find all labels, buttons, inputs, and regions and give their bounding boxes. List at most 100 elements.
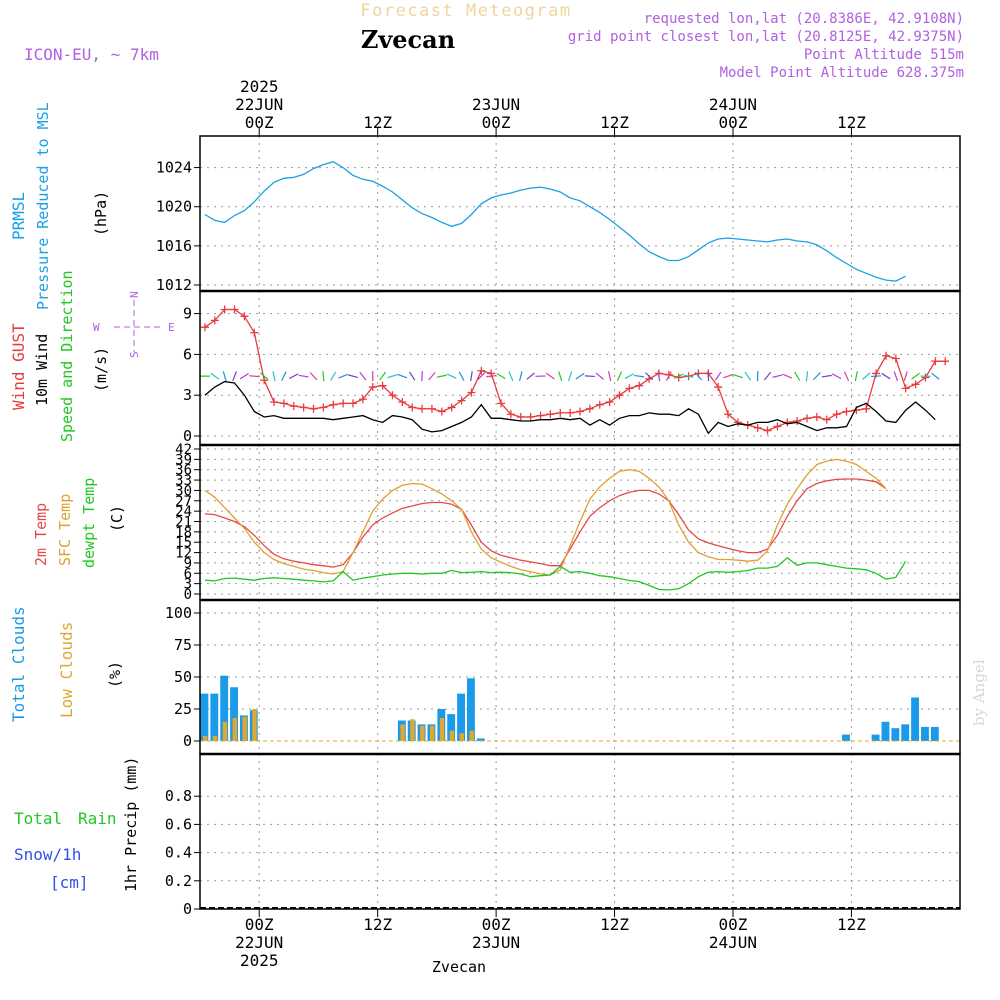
gust-marker (832, 410, 841, 419)
y-tick-label: 0 (183, 900, 192, 918)
gust-marker (250, 328, 259, 337)
wind-direction-arrow (289, 373, 299, 379)
gust-marker (941, 357, 950, 366)
wind-direction-arrow (526, 372, 535, 380)
label-total: Total (14, 809, 62, 828)
wind-direction-arrow (673, 373, 684, 379)
y-tick-label: 27 (175, 494, 192, 510)
wind-direction-arrow (707, 371, 710, 382)
bottom-x-tick-date: 23JUN (472, 933, 520, 952)
gust-marker (546, 410, 555, 419)
label-speed-direction: Speed and Direction (58, 270, 76, 442)
top-x-tick-time: 12Z (600, 113, 629, 132)
wind-direction-arrow (575, 372, 585, 380)
wind-direction-arrow (348, 374, 358, 379)
wind-direction-arrow (595, 372, 604, 380)
low-cloud-bar (459, 733, 465, 741)
bottom-x-tick-time: 00Z (719, 915, 748, 934)
total-cloud-bar (871, 734, 880, 741)
panel-clouds: 0 25 50 75 100 (165, 599, 961, 755)
compass-s: S (128, 351, 141, 358)
series-line-gust (204, 308, 946, 432)
label-dewpt-temp: dewpt Temp (80, 478, 98, 568)
gust-marker (566, 408, 575, 417)
y-tick-label: 36 (175, 463, 192, 479)
wind-direction-arrow (763, 371, 772, 381)
bottom-x-tick-date: 22JUN (235, 933, 283, 952)
label-10m-wind: 10m Wind (33, 334, 51, 406)
y-tick-label: 39 (175, 452, 192, 468)
gust-marker (319, 403, 328, 412)
gust-marker (891, 354, 900, 363)
y-tick-label: 75 (174, 636, 192, 654)
wind-direction-arrow (634, 374, 645, 378)
series-line-sfc (204, 458, 887, 576)
wind-direction-arrow (458, 371, 465, 381)
gust-marker (506, 410, 515, 419)
wind-direction-arrow (330, 371, 337, 381)
y-tick-label: 33 (175, 473, 192, 489)
total-cloud-bar (476, 738, 485, 741)
y-tick-label: 0.6 (165, 815, 192, 833)
gust-marker (901, 384, 910, 393)
footer-location: Zvecan (432, 958, 486, 976)
y-tick-label: 0 (184, 587, 192, 603)
y-tick-label: 12 (175, 546, 192, 562)
gust-marker (348, 399, 357, 408)
y-tick-label: 21 (175, 515, 192, 531)
gust-marker (625, 384, 634, 393)
low-cloud-bar (410, 719, 415, 741)
gust-marker (260, 376, 269, 385)
gust-marker (585, 404, 594, 413)
gust-marker (299, 403, 308, 412)
total-cloud-bar (891, 728, 900, 741)
total-cloud-bar (200, 693, 209, 741)
wind-direction-arrow (272, 371, 276, 382)
wind-direction-arrow (772, 374, 783, 378)
low-cloud-bar (469, 730, 474, 741)
wind-direction-arrow (903, 371, 908, 382)
label-1hr-precip: 1hr Precip (mm) (122, 757, 140, 892)
wind-direction-arrow (239, 373, 249, 380)
wind-direction-arrow (732, 374, 743, 379)
label-cm: [cm] (50, 873, 89, 892)
compass-rose: N S W E (93, 291, 175, 358)
gust-marker (220, 305, 229, 314)
y-tick-label: 1020 (156, 198, 192, 216)
y-tick-label: 9 (184, 556, 192, 572)
low-cloud-bar (232, 717, 238, 741)
y-tick-label: 0.2 (165, 872, 192, 890)
wind-direction-arrow (387, 374, 398, 379)
total-cloud-bar (921, 726, 929, 741)
label-pressure-msl: Pressure Reduced to MSL (34, 102, 52, 310)
total-cloud-bar (911, 697, 920, 741)
wind-direction-arrow (624, 373, 635, 380)
total-cloud-bar (881, 721, 890, 741)
panel-wind: 0 3 6 9 (183, 290, 961, 446)
wind-direction-arrow (881, 372, 891, 380)
gust-marker (556, 408, 565, 417)
wind-direction-arrow (298, 374, 309, 378)
gust-marker (664, 370, 673, 379)
label-celsius: (C) (108, 505, 126, 532)
wind-direction-arrow (854, 371, 858, 382)
total-cloud-bar (230, 687, 238, 741)
wind-direction-arrow (893, 371, 899, 382)
low-cloud-bar (439, 717, 445, 741)
grid-point-coords: grid point closest lon,lat (20.8125E, 42… (568, 29, 964, 45)
wind-direction-arrow (665, 371, 672, 381)
gust-marker (793, 417, 802, 426)
gust-marker (457, 396, 466, 405)
gust-marker (773, 422, 782, 431)
low-cloud-bar (222, 721, 228, 741)
gust-marker (763, 426, 772, 435)
wind-direction-arrow (408, 371, 416, 381)
label-low-clouds: Low Clouds (57, 622, 76, 718)
gust-marker (881, 351, 890, 360)
y-tick-label: 15 (175, 535, 192, 551)
wind-direction-arrow (446, 373, 457, 379)
wind-direction-arrow (508, 371, 514, 381)
y-tick-label: 42 (175, 442, 192, 458)
y-tick-label: 1012 (156, 276, 192, 294)
